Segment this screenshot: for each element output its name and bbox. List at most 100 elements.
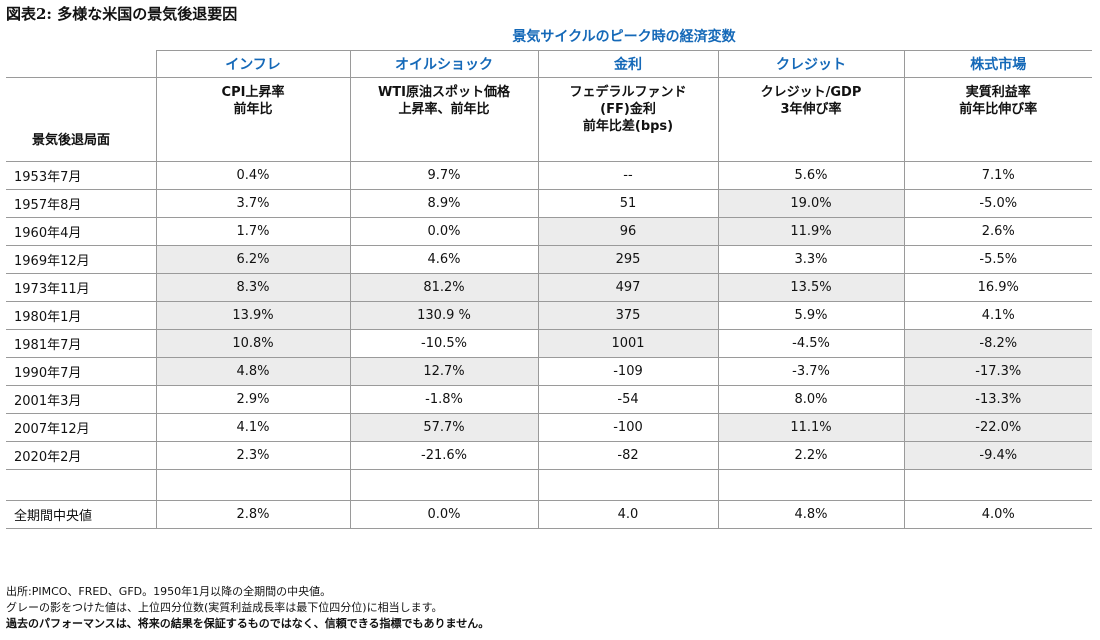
- table-cell: 4.1%: [903, 301, 1092, 330]
- table-cell: 12.7%: [349, 357, 538, 386]
- category-header-blank: [6, 50, 156, 78]
- table-cell: 96: [537, 217, 718, 246]
- category-credit: クレジット: [717, 50, 904, 78]
- table-cell: 6.2%: [155, 245, 350, 274]
- table-cell: 11.1%: [717, 413, 904, 442]
- spacer-cell: [717, 469, 904, 501]
- median-cell: 4.8%: [717, 500, 904, 529]
- category-header-row: インフレ オイルショック 金利 クレジット 株式市場: [6, 50, 1092, 78]
- table-row: 1957年8月 3.7% 8.9% 51 19.0% -5.0%: [6, 189, 1092, 218]
- category-interest-rate: 金利: [537, 50, 718, 78]
- table-cell: 13.9%: [155, 301, 350, 330]
- row-label: 1957年8月: [6, 189, 156, 218]
- table-cell: --: [537, 161, 718, 190]
- median-cell: 2.8%: [155, 500, 350, 529]
- category-inflation: インフレ: [155, 50, 350, 78]
- table-cell: 1001: [537, 329, 718, 358]
- spacer-cell: [349, 469, 538, 501]
- table-cell: 4.8%: [155, 357, 350, 386]
- table-cell: -21.6%: [349, 441, 538, 470]
- table-cell: 16.9%: [903, 273, 1092, 302]
- table-body: 1953年7月 0.4% 9.7% -- 5.6% 7.1% 1957年8月 3.7% 8.9%…: [6, 161, 1092, 529]
- column-header-wti: WTI原油スポット価格 上昇率、前年比: [349, 77, 538, 162]
- footnote-source: 出所:PIMCO、FRED、GFD。1950年1月以降の全期間の中央値。: [6, 585, 332, 598]
- table-cell: 5.6%: [717, 161, 904, 190]
- spacer-cell: [155, 469, 350, 501]
- table-cell: 2.2%: [717, 441, 904, 470]
- row-label: 1973年11月: [6, 273, 156, 302]
- footnote-disclaimer: 過去のパフォーマンスは、将来の結果を保証するものではなく、信頼できる指標でもあり…: [6, 617, 490, 630]
- table-cell: 130.9 %: [349, 301, 538, 330]
- spacer-cell: [6, 469, 156, 501]
- spacer-row: [6, 469, 1092, 501]
- table-supertitle: 景気サイクルのピーク時の経済変数: [512, 29, 736, 45]
- table-cell: -5.0%: [903, 189, 1092, 218]
- table-cell: 9.7%: [349, 161, 538, 190]
- table-cell: 2.9%: [155, 385, 350, 414]
- table-row: 1980年1月 13.9% 130.9 % 375 5.9% 4.1%: [6, 301, 1092, 330]
- table-cell: 3.3%: [717, 245, 904, 274]
- table-cell: 10.8%: [155, 329, 350, 358]
- row-label: 1990年7月: [6, 357, 156, 386]
- table-row: 1953年7月 0.4% 9.7% -- 5.6% 7.1%: [6, 161, 1092, 190]
- row-label: 2007年12月: [6, 413, 156, 442]
- table-cell: 8.3%: [155, 273, 350, 302]
- column-header-row: 景気後退局面 CPI上昇率 前年比 WTI原油スポット価格 上昇率、前年比 フェ…: [6, 77, 1092, 162]
- footnotes: 出所:PIMCO、FRED、GFD。1950年1月以降の全期間の中央値。 グレー…: [6, 584, 489, 632]
- median-cell: 4.0: [537, 500, 718, 529]
- column-header-cpi: CPI上昇率 前年比: [155, 77, 350, 162]
- table-cell: 3.7%: [155, 189, 350, 218]
- table-cell: 0.0%: [349, 217, 538, 246]
- table-row: 1973年11月 8.3% 81.2% 497 13.5% 16.9%: [6, 273, 1092, 302]
- column-header-credit-gdp: クレジット/GDP 3年伸び率: [717, 77, 904, 162]
- footnote-shading: グレーの影をつけた値は、上位四分位数(実質利益成長率は最下位四分位)に相当します…: [6, 601, 443, 614]
- median-cell: 0.0%: [349, 500, 538, 529]
- table-cell: -1.8%: [349, 385, 538, 414]
- category-oil-shock: オイルショック: [349, 50, 538, 78]
- table-row: 2020年2月 2.3% -21.6% -82 2.2% -9.4%: [6, 441, 1092, 470]
- median-cell: 4.0%: [903, 500, 1092, 529]
- table-cell: 13.5%: [717, 273, 904, 302]
- table-cell: -8.2%: [903, 329, 1092, 358]
- table-cell: 2.6%: [903, 217, 1092, 246]
- table-cell: 4.6%: [349, 245, 538, 274]
- row-header-label: 景気後退局面: [6, 77, 156, 162]
- recession-factors-table: インフレ オイルショック 金利 クレジット 株式市場 景気後退局面 CPI上昇率…: [6, 50, 1092, 529]
- table-row: 1960年4月 1.7% 0.0% 96 11.9% 2.6%: [6, 217, 1092, 246]
- table-cell: 0.4%: [155, 161, 350, 190]
- table-cell: 19.0%: [717, 189, 904, 218]
- table-row: 1981年7月 10.8% -10.5% 1001 -4.5% -8.2%: [6, 329, 1092, 358]
- table-row: 1969年12月 6.2% 4.6% 295 3.3% -5.5%: [6, 245, 1092, 274]
- table-cell: 8.0%: [717, 385, 904, 414]
- table-cell: 375: [537, 301, 718, 330]
- table-cell: 11.9%: [717, 217, 904, 246]
- row-label: 1960年4月: [6, 217, 156, 246]
- row-label: 2001年3月: [6, 385, 156, 414]
- median-row: 全期間中央値 2.8% 0.0% 4.0 4.8% 4.0%: [6, 500, 1092, 529]
- table-row: 2001年3月 2.9% -1.8% -54 8.0% -13.3%: [6, 385, 1092, 414]
- table-cell: -9.4%: [903, 441, 1092, 470]
- table-cell: 295: [537, 245, 718, 274]
- table-cell: 2.3%: [155, 441, 350, 470]
- column-header-ff-rate: フェデラルファンド (FF)金利 前年比差(bps): [537, 77, 718, 162]
- row-label: 1969年12月: [6, 245, 156, 274]
- table-cell: 1.7%: [155, 217, 350, 246]
- row-label: 1980年1月: [6, 301, 156, 330]
- table-cell: 4.1%: [155, 413, 350, 442]
- table-cell: -82: [537, 441, 718, 470]
- table-cell: -10.5%: [349, 329, 538, 358]
- table-cell: -13.3%: [903, 385, 1092, 414]
- median-label: 全期間中央値: [6, 500, 156, 529]
- table-cell: 81.2%: [349, 273, 538, 302]
- table-cell: 5.9%: [717, 301, 904, 330]
- figure-title: 図表2: 多様な米国の景気後退要因: [6, 5, 238, 23]
- row-label: 1981年7月: [6, 329, 156, 358]
- spacer-cell: [537, 469, 718, 501]
- table-cell: 51: [537, 189, 718, 218]
- table-cell: 7.1%: [903, 161, 1092, 190]
- table-row: 1990年7月 4.8% 12.7% -109 -3.7% -17.3%: [6, 357, 1092, 386]
- row-label: 1953年7月: [6, 161, 156, 190]
- category-stock-market: 株式市場: [903, 50, 1092, 78]
- table-cell: -109: [537, 357, 718, 386]
- table-row: 2007年12月 4.1% 57.7% -100 11.1% -22.0%: [6, 413, 1092, 442]
